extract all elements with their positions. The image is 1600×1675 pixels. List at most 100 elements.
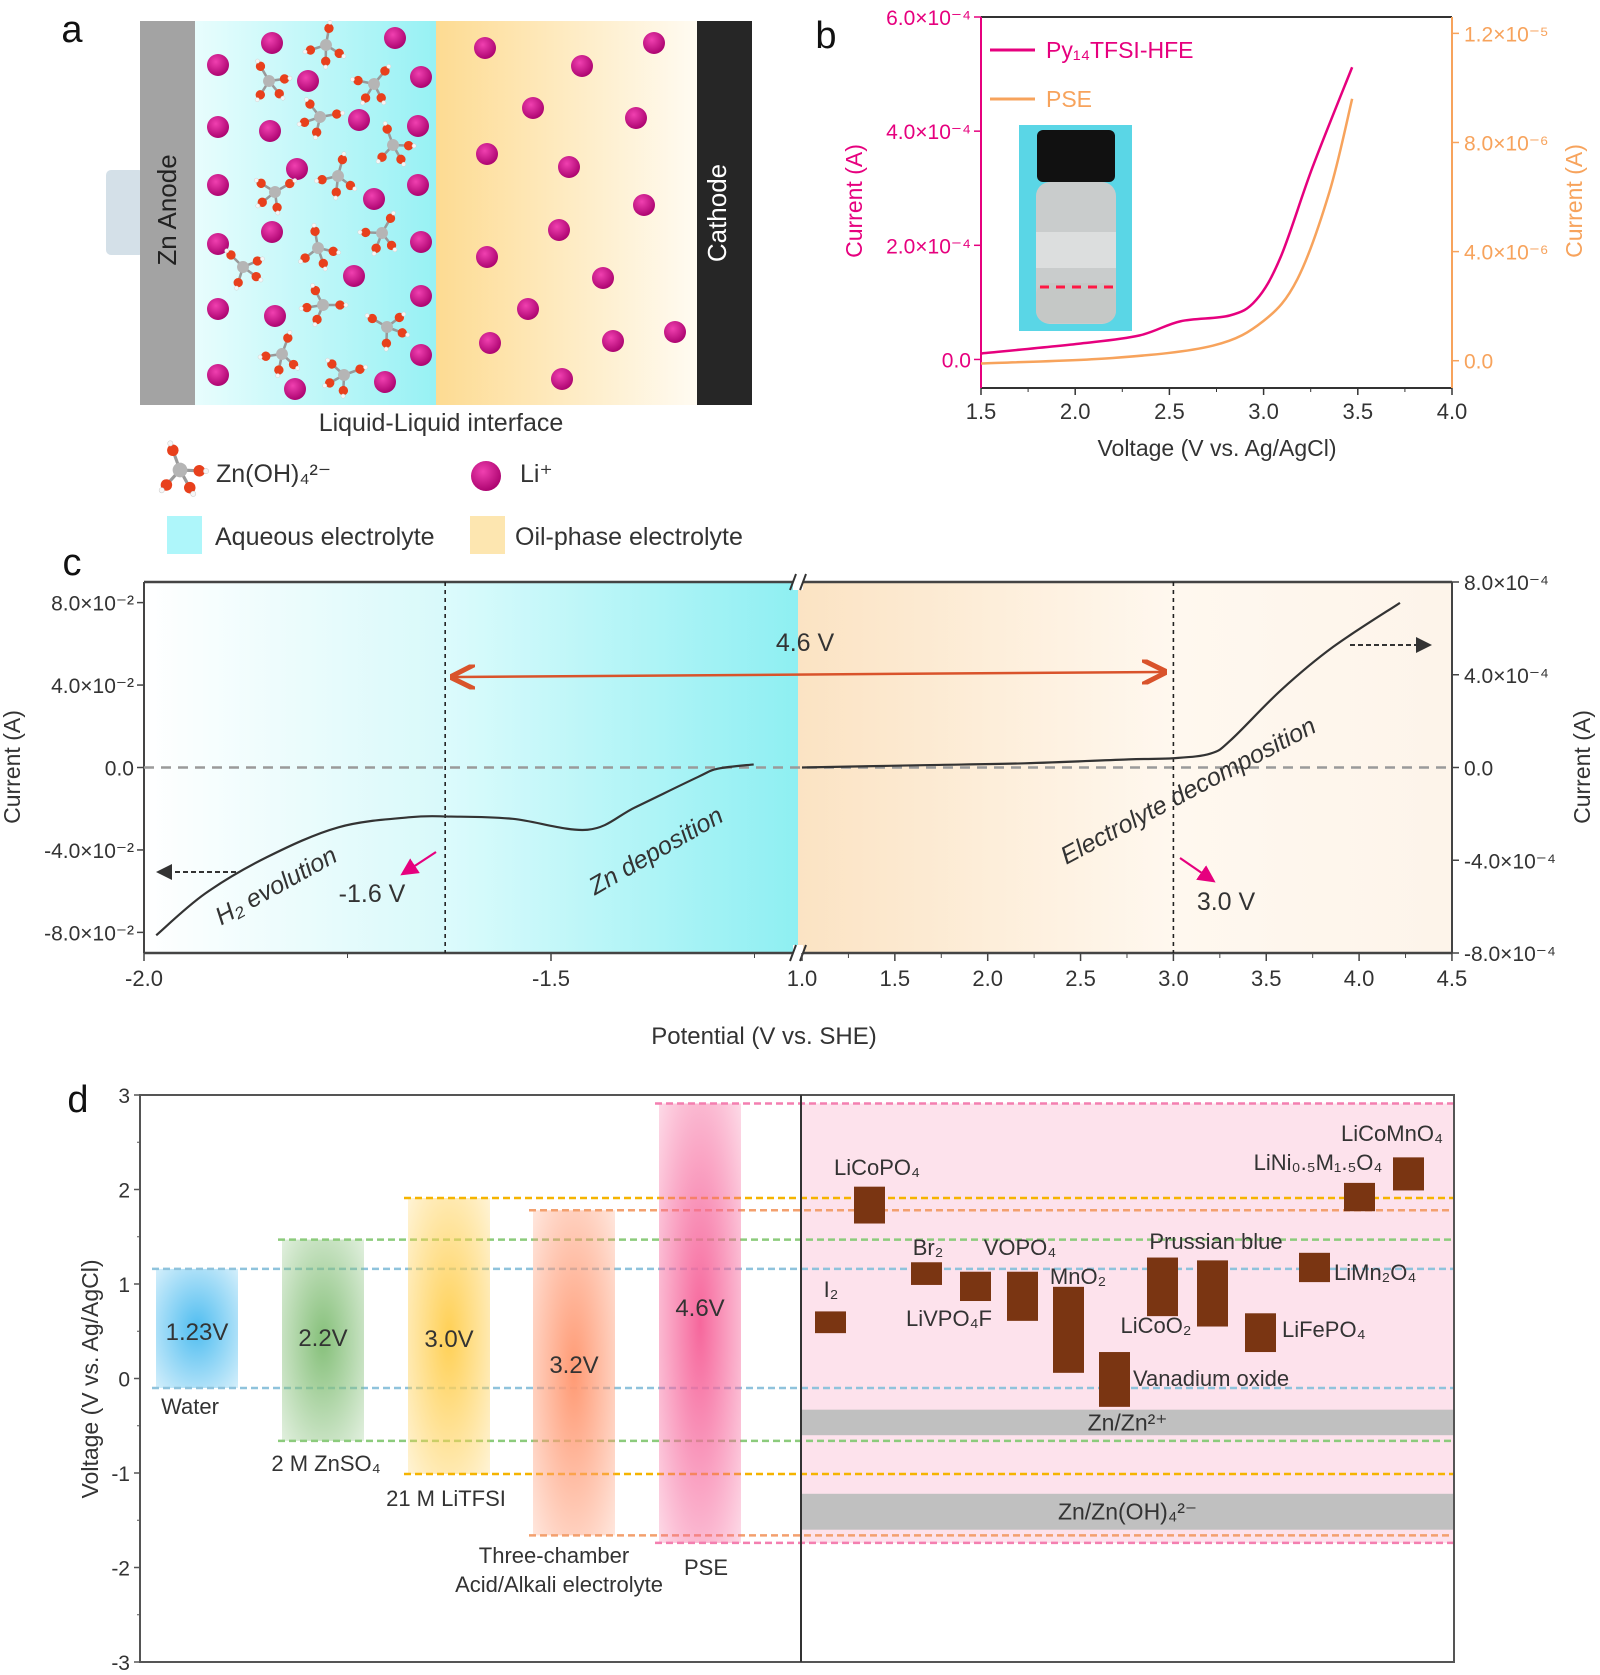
y-left-tick-label: 0.0 <box>105 758 134 781</box>
li-ion <box>625 107 647 129</box>
li-ion <box>261 32 283 54</box>
legend-oil-swatch <box>470 516 505 554</box>
li-ion <box>471 461 501 491</box>
cathode-label: Cathode <box>702 164 732 262</box>
x-tick-label: 4.0 <box>1344 966 1375 991</box>
material-bar <box>1147 1257 1178 1317</box>
li-ion <box>643 32 665 54</box>
zincate-ion <box>350 64 392 106</box>
zincate-ion <box>296 97 345 140</box>
axis-break-mark <box>789 944 797 962</box>
zincate-ion <box>257 330 300 379</box>
y-tick-label: -1 <box>111 1463 130 1486</box>
oil-electrolyte-region <box>436 21 697 405</box>
material-bar <box>854 1186 885 1224</box>
zn-anode <box>140 21 195 405</box>
material-bar <box>960 1271 991 1302</box>
stability-window-bar <box>156 1268 238 1388</box>
cathodic-limit-arrow <box>400 851 437 876</box>
electrolyte-label: 2 M ZnSO₄ <box>271 1451 380 1476</box>
y-tick-label: -2 <box>111 1558 130 1581</box>
li-ion <box>517 298 539 320</box>
y-tick-label: -3 <box>111 1652 130 1675</box>
material-label: Br₂ <box>913 1235 944 1260</box>
x-tick-label: 4.0 <box>1437 399 1468 424</box>
legend-oil-label: Oil-phase electrolyte <box>515 523 743 551</box>
li-ion <box>410 285 432 307</box>
y-tick-label: 0 <box>118 1369 130 1392</box>
material-label: LiCoO₂ <box>1121 1313 1192 1338</box>
li-ion <box>207 233 229 255</box>
x-tick-label: 2.0 <box>1060 399 1091 424</box>
stability-window-bar <box>659 1103 741 1543</box>
li-ion <box>479 332 501 354</box>
vial-cap <box>1037 130 1115 182</box>
y-left-tick-label: 2.0×10⁻⁴ <box>886 235 971 258</box>
y-tick-label: 3 <box>118 1085 130 1108</box>
x-tick-label: 2.5 <box>1154 399 1185 424</box>
material-bar <box>1099 1352 1130 1407</box>
li-ion <box>363 188 385 210</box>
material-label: VOPO₄ <box>984 1235 1057 1260</box>
panel-label-c: c <box>63 542 82 584</box>
li-ion <box>571 55 593 77</box>
li-ion <box>259 120 281 142</box>
y-axis-title: Voltage (V vs. Ag/AgCl) <box>77 1259 103 1498</box>
li-ion <box>633 194 655 216</box>
li-ion <box>374 371 396 393</box>
reference-label: Zn/Zn(OH)₄²⁻ <box>1058 1499 1197 1525</box>
window-arrow <box>455 672 1162 677</box>
x-tick-label: 2.5 <box>1065 966 1096 991</box>
x-tick-label: 3.5 <box>1251 966 1282 991</box>
stability-window-bar <box>282 1239 364 1441</box>
axis-break <box>793 574 803 590</box>
electrolyte-label: PSE <box>684 1555 728 1580</box>
zincate-ion <box>302 20 347 70</box>
li-ion <box>476 246 498 268</box>
x-tick-label: 3.5 <box>1343 399 1374 424</box>
electrolyte-label: Three-chamber Acid/Alkali electrolyte <box>455 1543 663 1597</box>
material-bar <box>1053 1286 1084 1373</box>
li-ion <box>297 70 319 92</box>
vial-photo-inset <box>1019 125 1132 331</box>
material-label: MnO₂ <box>1050 1264 1106 1289</box>
y-right-tick-label: 8.0×10⁻⁶ <box>1464 132 1549 155</box>
material-label: I₂ <box>824 1277 839 1302</box>
anodic-limit-arrow <box>1179 857 1216 883</box>
anode-label: Zn Anode <box>152 154 182 265</box>
li-ion <box>207 364 229 386</box>
li-ion <box>522 97 544 119</box>
material-bar <box>1393 1157 1424 1191</box>
zincate-ion <box>298 283 349 327</box>
region-h2-evolution <box>144 582 446 953</box>
li-ion <box>410 66 432 88</box>
stability-window-bar <box>408 1198 490 1474</box>
material-bar <box>1007 1271 1038 1321</box>
x-tick-label: 3.0 <box>1248 399 1279 424</box>
chart-d: Zn/Zn²⁺ Zn/Zn(OH)₄²⁻ 1.23V 2.2V 3.0V 3.2V 4.6V… <box>77 1085 1455 1675</box>
legend-aqueous-label: Aqueous electrolyte <box>215 523 435 551</box>
li-ion <box>410 344 432 366</box>
zincate-ion <box>375 121 417 167</box>
material-label: LiFePO₄ <box>1282 1317 1366 1342</box>
axis-break-mark <box>799 573 807 591</box>
li-ion <box>207 298 229 320</box>
y-right-tick-label: 4.0×10⁻⁴ <box>1464 665 1549 688</box>
x-tick-label: 1.0 <box>787 966 818 991</box>
li-ion <box>474 37 496 59</box>
li-ion <box>410 231 432 253</box>
legend-aqueous-swatch <box>167 516 202 554</box>
zincate-ion <box>364 311 410 352</box>
panel-label-b: b <box>815 15 836 57</box>
window-value-label: 4.6V <box>675 1295 724 1322</box>
li-ion <box>558 156 580 178</box>
zincate-ion <box>357 210 398 256</box>
reference-label: Zn/Zn²⁺ <box>1088 1409 1168 1435</box>
li-ion <box>343 265 365 287</box>
axis-break <box>793 945 803 961</box>
x-tick-label: 4.5 <box>1437 966 1468 991</box>
zincate-ion <box>314 151 358 201</box>
li-ion <box>284 378 306 400</box>
anode-tab <box>106 170 144 255</box>
series-line-oil <box>801 601 1401 769</box>
